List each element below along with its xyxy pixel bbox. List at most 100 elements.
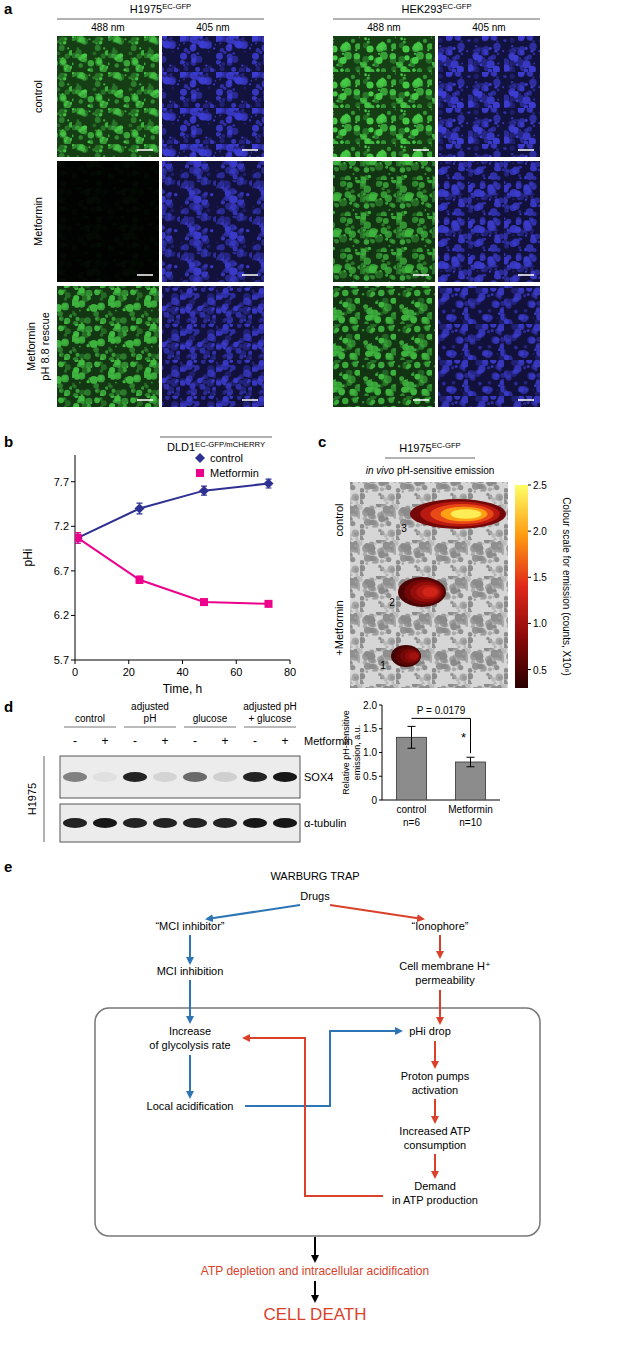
emission-blob bbox=[391, 645, 421, 667]
error-bar bbox=[408, 726, 416, 748]
diagram-arrow bbox=[189, 980, 191, 1022]
marker bbox=[75, 534, 82, 542]
subject-label: 2 bbox=[389, 597, 395, 608]
group-header-superscript: EC-GFP bbox=[442, 2, 471, 11]
image-background bbox=[162, 36, 264, 157]
group-header-main: H1975 bbox=[130, 3, 162, 15]
significance-bracket bbox=[412, 718, 471, 753]
x-tick bbox=[290, 660, 291, 664]
panel-label: e bbox=[4, 858, 12, 875]
process-frame bbox=[95, 1008, 540, 1236]
image-signal bbox=[333, 36, 435, 157]
image-speckles bbox=[333, 36, 435, 157]
image-background bbox=[438, 286, 540, 407]
image-speckles bbox=[438, 36, 540, 157]
y-tick bbox=[71, 615, 75, 616]
channel-label: 405 nm bbox=[472, 22, 505, 33]
x-tick bbox=[128, 660, 129, 664]
diagram-node-line: Increase bbox=[169, 1025, 211, 1037]
diagram-node: Increase of glycolysis rate bbox=[149, 1025, 230, 1051]
blot-band bbox=[183, 818, 207, 828]
row-label: control bbox=[333, 503, 345, 536]
x-tick bbox=[75, 660, 76, 664]
legend-label: control bbox=[210, 452, 243, 464]
diagram-arrow bbox=[330, 905, 423, 919]
band-label: α-tubulin bbox=[304, 817, 346, 829]
blot-band bbox=[213, 818, 237, 828]
subtitle-italic: in vivo bbox=[366, 465, 395, 476]
diagram-node: Local acidification bbox=[147, 1100, 234, 1112]
diagram-node-line: permeability bbox=[415, 974, 475, 986]
series-line bbox=[78, 538, 269, 604]
y-axis-label-line: emission, a.u. bbox=[352, 725, 362, 781]
diagram-arrow bbox=[434, 1099, 436, 1122]
marker bbox=[196, 469, 204, 477]
header-rule bbox=[57, 18, 264, 20]
diagram-arrow bbox=[245, 1031, 401, 1106]
annotation: P = 0.0179 bbox=[417, 705, 466, 716]
row-label: +Metformin bbox=[333, 600, 345, 655]
panel-e: WARBURG TRAPDrugs“MCI inhibitor”“Ionopho… bbox=[95, 870, 540, 1324]
y-axis-label: Relative pH-sensitiveemission, a.u. bbox=[341, 710, 362, 795]
x-axis-label: Time, h bbox=[163, 682, 203, 696]
panel-label: b bbox=[4, 433, 13, 450]
colorbar-tick bbox=[528, 623, 531, 624]
diagram-node: MCI inhibition bbox=[157, 965, 224, 977]
blot-band bbox=[63, 772, 87, 782]
panel-label: d bbox=[4, 698, 13, 715]
panel-label: a bbox=[4, 0, 13, 17]
subtitle: in vivopH-sensitive emission bbox=[366, 465, 495, 476]
emission-blob bbox=[420, 502, 500, 527]
group-label-line: adjusted bbox=[131, 701, 169, 712]
x-tick-label: 60 bbox=[230, 666, 242, 678]
figure: abcdeH1975EC-GFP488 nm405 nmHEK293EC-GFP… bbox=[0, 0, 630, 1363]
group-header: H1975EC-GFP bbox=[130, 2, 191, 15]
y-tick bbox=[71, 481, 75, 482]
page: { "panel_labels": ["a", "b", "c", "d", "… bbox=[0, 0, 630, 1363]
image-background bbox=[438, 36, 540, 157]
diagram-node: Drugs bbox=[300, 890, 330, 902]
group-rule bbox=[184, 727, 236, 728]
group-label: glucose bbox=[193, 713, 228, 724]
diagram-arrow bbox=[189, 935, 191, 963]
group-header: H1975EC-GFP bbox=[399, 441, 460, 454]
y-tick-label: 0.5 bbox=[363, 771, 377, 782]
image-signal bbox=[438, 161, 540, 282]
emission-blob bbox=[430, 504, 493, 524]
scale-bar bbox=[137, 274, 153, 276]
treatment-sign: - bbox=[133, 734, 137, 748]
chart-title: DLD1EC-GFP/mCHERRY bbox=[167, 440, 265, 453]
diagram-node: Demandin ATP production bbox=[392, 1180, 478, 1206]
scale-bar bbox=[413, 399, 429, 401]
diagram-node-line: Proton pumps bbox=[401, 1070, 470, 1082]
colorbar-tick-label: 2.5 bbox=[533, 480, 547, 491]
group-label-line: adjusted pH bbox=[243, 701, 296, 712]
scale-bar bbox=[413, 274, 429, 276]
image-background bbox=[333, 161, 435, 282]
blot-strip bbox=[60, 756, 300, 798]
diagram-node: “Ionophore” bbox=[412, 920, 469, 932]
diagram-node-line: of glycolysis rate bbox=[149, 1039, 230, 1051]
chart-title-main: DLD1 bbox=[167, 441, 195, 453]
y-axis bbox=[75, 455, 76, 660]
diagram-node-line: consumption bbox=[404, 1139, 466, 1151]
image-speckles bbox=[333, 286, 435, 407]
header-rule bbox=[385, 457, 475, 459]
blot-band bbox=[153, 772, 177, 782]
subtitle-text: pH-sensitive emission bbox=[397, 465, 494, 476]
diagram-arrow bbox=[207, 905, 300, 919]
panel-a: H1975EC-GFP488 nm405 nmHEK293EC-GFP488 n… bbox=[25, 2, 540, 407]
blot-band bbox=[93, 772, 117, 782]
treatment-sign: + bbox=[281, 734, 288, 748]
colorbar-tick-label: 0.5 bbox=[533, 665, 547, 676]
blot-band bbox=[123, 772, 147, 782]
category-note: n=6 bbox=[403, 817, 420, 828]
diagram-node: “MCI inhibitor” bbox=[155, 920, 224, 932]
x-tick bbox=[182, 660, 183, 664]
group-header-superscript: EC-GFP bbox=[432, 441, 461, 450]
y-tick bbox=[379, 705, 382, 706]
panel-b: DLD1EC-GFP/mCHERRY0204060805.76.26.77.27… bbox=[21, 437, 296, 696]
image-signal bbox=[162, 161, 264, 282]
error-bar bbox=[467, 757, 475, 767]
x-tick-label: 80 bbox=[284, 666, 296, 678]
